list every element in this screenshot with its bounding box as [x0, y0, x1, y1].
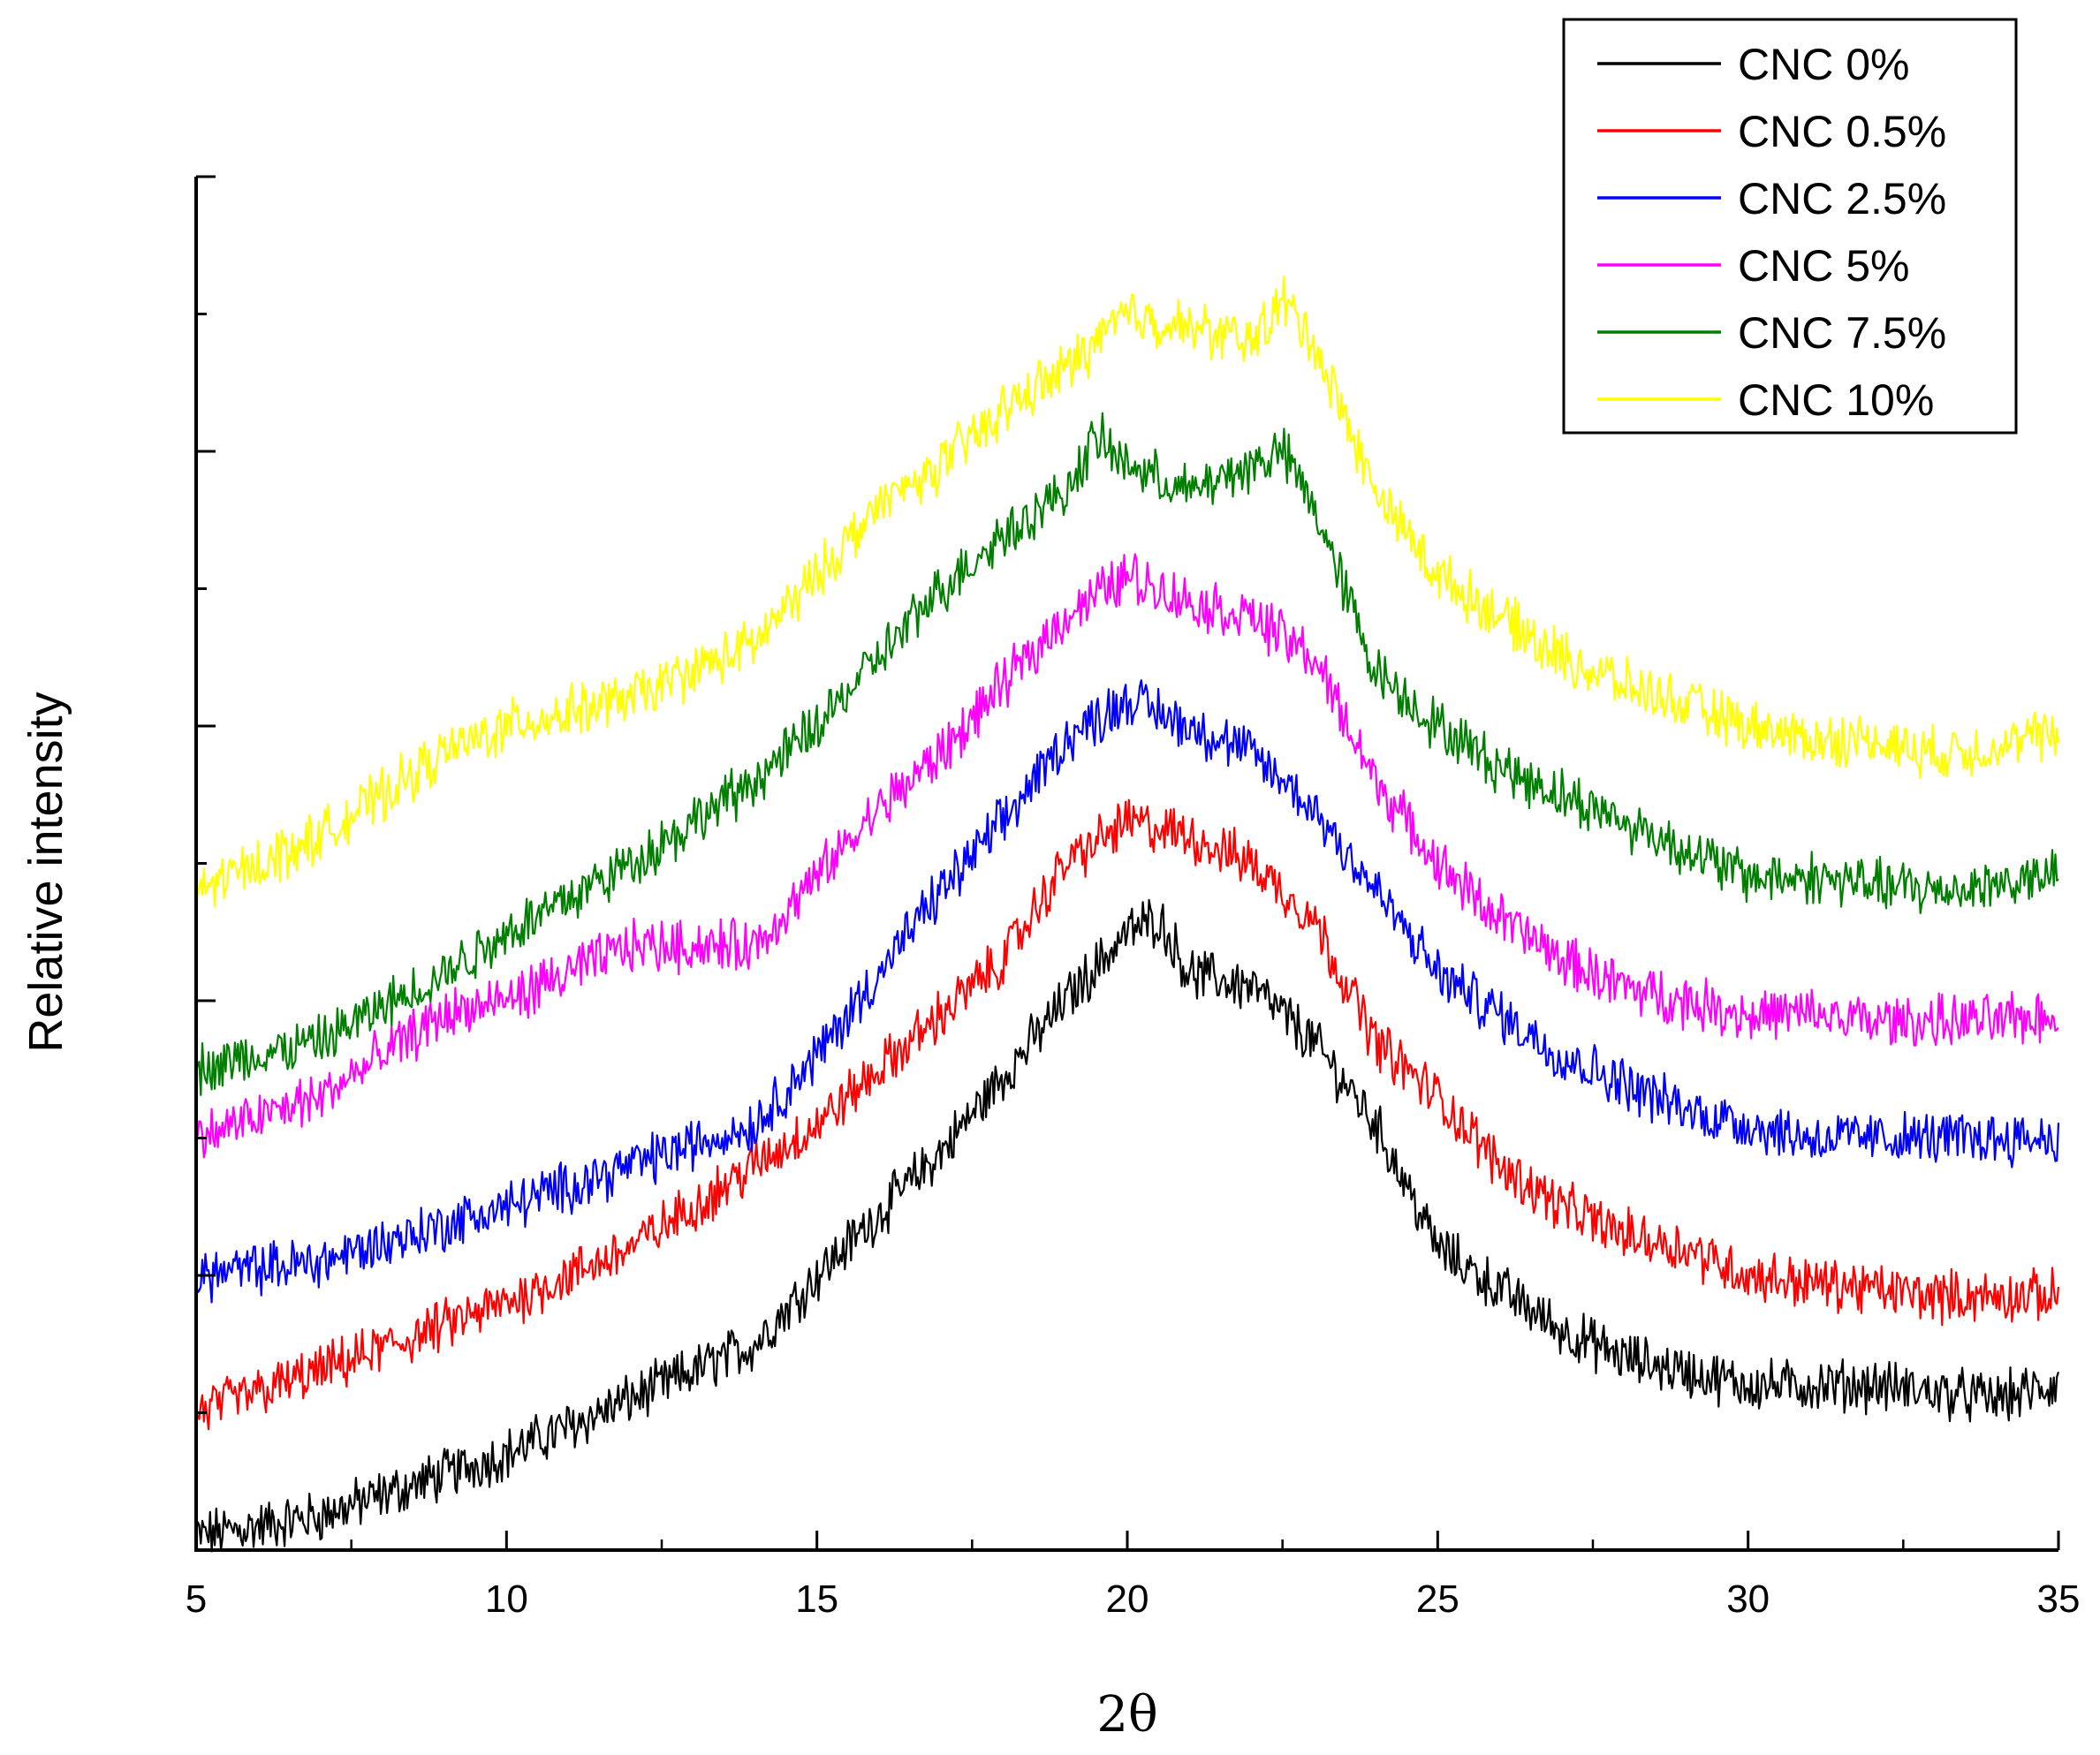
x-tick-label-1: 10 [485, 1577, 528, 1621]
y-ticks [196, 175, 216, 1552]
legend-label: CNC 0.5% [1738, 107, 1946, 156]
series-line-3 [194, 553, 2059, 1159]
series-line-0 [194, 898, 2060, 1553]
legend-entry-3: CNC 5% [1597, 241, 1909, 291]
legend-entry-5: CNC 10% [1597, 375, 1934, 425]
series-line-1 [195, 798, 2060, 1431]
plot-series [194, 276, 2060, 1553]
legend-box [1562, 18, 2018, 435]
series-line-4 [194, 412, 2059, 1096]
x-tick-label-3: 20 [1106, 1577, 1149, 1621]
legend-label: CNC 10% [1738, 375, 1934, 425]
x-tick-label-4: 25 [1416, 1577, 1459, 1621]
x-tick-label-5: 30 [1726, 1577, 1770, 1621]
legend-entry-2: CNC 2.5% [1597, 174, 1946, 223]
legend-entry-4: CNC 7.5% [1597, 308, 1946, 358]
x-ticks: 5 10 15 20 25 30 35 [186, 1531, 2081, 1621]
series-line-5 [194, 276, 2060, 908]
legend-entry-1: CNC 0.5% [1597, 107, 1946, 156]
legend-label: CNC 2.5% [1738, 174, 1946, 223]
x-tick-label-6: 35 [2037, 1577, 2081, 1621]
legend-entry-0: CNC 0% [1597, 40, 1909, 89]
x-axis-label: 2θ [1096, 1686, 1157, 1744]
y-axis-label: Relative intensity [19, 692, 72, 1052]
legend: CNC 0% CNC 0.5% CNC 2.5% CNC 5% CNC 7.5% CNC … [1562, 18, 2018, 435]
axes: 5 10 15 20 25 30 35 [186, 175, 2081, 1621]
series-line-2 [194, 679, 2060, 1304]
x-tick-label-2: 15 [795, 1577, 838, 1621]
legend-label: CNC 7.5% [1738, 308, 1946, 358]
x-tick-label-0: 5 [186, 1577, 207, 1621]
legend-label: CNC 0% [1738, 40, 1909, 89]
legend-label: CNC 5% [1738, 241, 1909, 291]
